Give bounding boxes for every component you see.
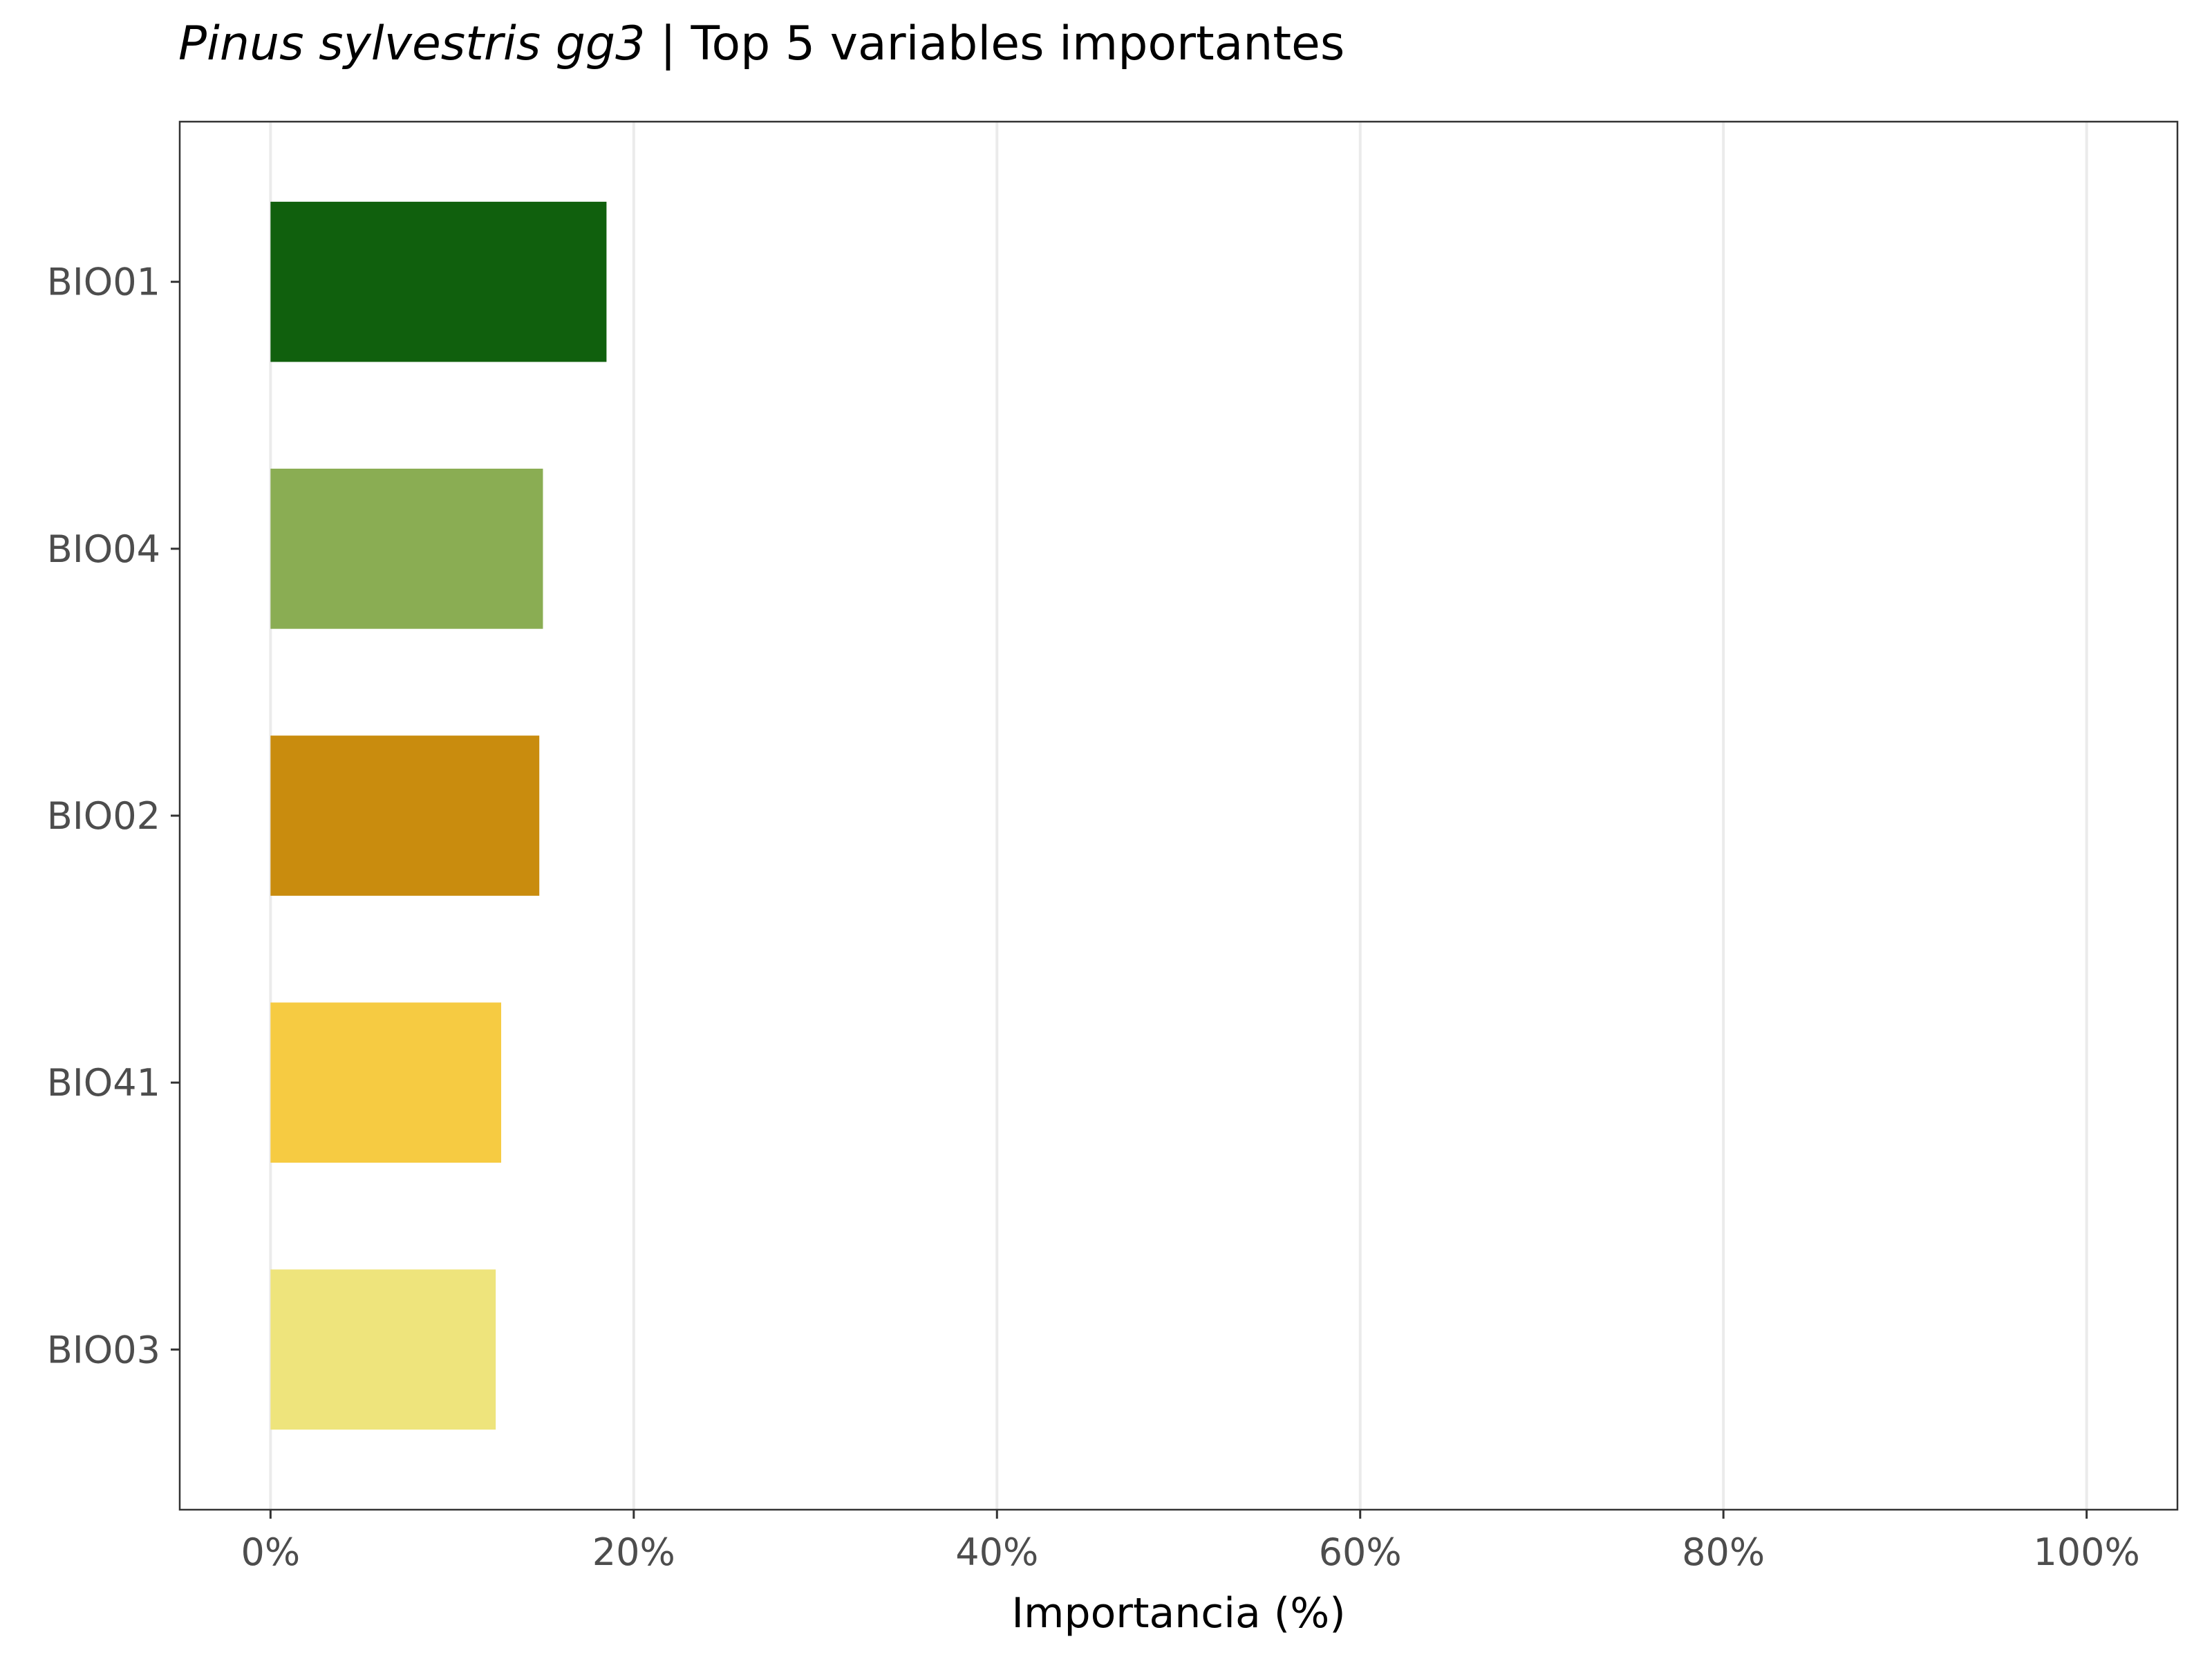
bar-bio01 xyxy=(270,201,607,362)
x-tick-label-5: 100% xyxy=(2033,1530,2139,1574)
y-tick-label-bio04: BIO04 xyxy=(47,527,160,571)
y-tick-label-bio41: BIO41 xyxy=(47,1061,160,1105)
bar-bio41 xyxy=(270,1002,502,1163)
chart-title-rest: | Top 5 variables importantes xyxy=(645,17,1344,71)
bar-bio04 xyxy=(270,469,543,629)
x-tick-label-4: 80% xyxy=(1682,1530,1765,1574)
x-tick-label-1: 20% xyxy=(592,1530,675,1574)
x-axis-title: Importancia (%) xyxy=(1011,1589,1345,1638)
y-tick-label-bio01: BIO01 xyxy=(47,261,160,304)
y-axis: BIO01 BIO04 BIO02 BIO41 BIO03 xyxy=(47,261,180,1371)
chart-title: Pinus sylvestris gg3 | Top 5 variables i… xyxy=(178,17,1344,71)
y-tick-label-bio03: BIO03 xyxy=(47,1328,160,1371)
bar-bio02 xyxy=(270,735,540,896)
chart-title-species: Pinus sylvestris gg3 xyxy=(178,17,645,71)
x-tick-label-3: 60% xyxy=(1319,1530,1402,1574)
bars xyxy=(270,201,607,1430)
x-tick-label-0: 0% xyxy=(241,1530,301,1574)
x-axis: 0% 20% 40% 60% 80% 100% xyxy=(241,1510,2140,1574)
bar-bio03 xyxy=(270,1269,496,1430)
y-tick-label-bio02: BIO02 xyxy=(47,794,160,838)
x-tick-label-2: 40% xyxy=(955,1530,1038,1574)
